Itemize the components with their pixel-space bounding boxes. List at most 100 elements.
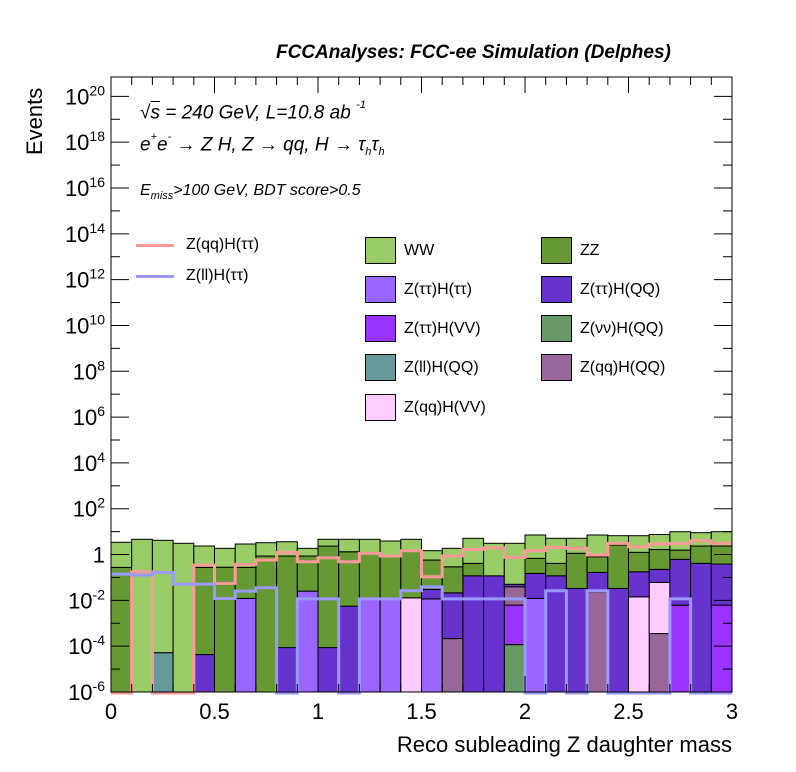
- bar-zz-bin-4: [193, 566, 216, 656]
- legend-item-zllhtautau: Z(ll)H(ττ): [136, 267, 248, 285]
- legend-swatch: [541, 276, 572, 303]
- bar-z-h-qq--bin-10: [317, 647, 340, 693]
- bar-ww-bin-12: [358, 538, 381, 554]
- legend-item-zqq-hqq: Z(qq)H(QQ): [541, 354, 665, 381]
- bar-ww-bin-9: [296, 547, 319, 557]
- bar-z-h-qq--bin-22: [565, 587, 588, 693]
- x-axis-label: Reco subleading Z daughter mass: [396, 732, 732, 757]
- y-tick-label: 1010: [65, 311, 105, 338]
- y-tick-label: 104: [73, 449, 105, 476]
- bar-z-h--bin-12: [358, 598, 381, 693]
- legend-label: Z(qq)H(VV): [404, 398, 486, 416]
- bar-zz-bin-8: [276, 555, 298, 649]
- bar-z-h--bin-9: [296, 590, 319, 693]
- bar-z-qq-h-vv--bin-14: [400, 597, 422, 693]
- y-tick-label: 1014: [65, 220, 105, 247]
- bar-zz-bin-26: [648, 549, 671, 570]
- chart-title: FCCAnalyses: FCC-ee Simulation (Delphes): [276, 42, 671, 63]
- bar-z-h--bin-20: [524, 597, 547, 693]
- legend-label: ZZ: [580, 241, 600, 259]
- bar-z-h-qq--bin-26: [648, 568, 671, 583]
- bar-z-h-qq--bin-18: [483, 575, 505, 693]
- bar-ww-bin-1: [131, 538, 153, 693]
- bar-ww-bin-14: [400, 538, 422, 552]
- bar-ww-bin-5: [214, 547, 236, 568]
- bar-z-qq-h-vv--bin-25: [628, 596, 650, 693]
- legend-item-ztautau-htautau: Z(ττ)H(ττ): [365, 276, 472, 303]
- bar-ww-bin-25: [628, 535, 650, 553]
- bar-z-h--bin-6: [234, 597, 257, 693]
- bar-ww-bin-22: [565, 537, 588, 554]
- lumi-exponent: -1: [356, 99, 366, 111]
- legend-item-ww: WW: [365, 237, 434, 264]
- legend-item-zqq-hvv: Z(qq)H(VV): [365, 394, 486, 421]
- bar-z-h-qq--bin-17: [462, 575, 485, 693]
- legend-swatch: [541, 354, 572, 381]
- process-text: → Z H, Z → qq, H → τ: [171, 134, 366, 156]
- bar-z-h--bin-15: [421, 598, 443, 693]
- legend-item-zz: ZZ: [541, 237, 600, 264]
- bar-z-h-qq--bin-11: [338, 605, 360, 693]
- y-tick-label: 1018: [65, 128, 105, 155]
- y-axis-label: Events: [22, 87, 47, 155]
- bar-ww-bin-27: [669, 531, 692, 551]
- x-tick-label: 2: [519, 699, 531, 724]
- bar-ww-bin-2: [151, 539, 174, 654]
- bar-z-h-qq--bin-29: [710, 563, 733, 606]
- bar-zz-bin-27: [669, 549, 692, 560]
- legend-item-zll-hqq: Z(ll)H(QQ): [365, 354, 479, 381]
- bar-z-h-qq--bin-19: [503, 644, 526, 693]
- bar-zz-bin-12: [358, 552, 381, 600]
- bar-z-h-vv--bin-27: [669, 604, 692, 693]
- legend-swatch: [365, 276, 396, 303]
- y-tick-label: 102: [73, 495, 105, 522]
- bar-z-qq-h-qq--bin-23: [586, 591, 609, 693]
- process-minus: -: [167, 131, 172, 143]
- legend-label: Z(ll)H(ττ): [186, 267, 249, 284]
- x-tick-label: 1.5: [406, 699, 437, 724]
- bar-z-h-qq--bin-24: [607, 587, 629, 693]
- bar-zz-bin-16: [441, 566, 464, 594]
- legend-line-swatch: [136, 243, 174, 247]
- y-tick-label: 10-4: [68, 632, 105, 659]
- bar-ww-bin-15: [421, 550, 443, 561]
- bar-z-h-qq--bin-8: [276, 647, 298, 693]
- bar-zz-bin-22: [565, 552, 588, 589]
- legend-item-ztautau-hqq: Z(ττ)H(QQ): [541, 276, 660, 303]
- selection-e: E: [140, 182, 151, 199]
- legend-swatch: [365, 237, 396, 264]
- bar-zz-bin-20: [524, 557, 547, 574]
- bar-ww-bin-17: [462, 537, 485, 564]
- bar-z-h-vv--bin-19: [503, 604, 526, 646]
- bar-z-h-vv--bin-29: [710, 604, 733, 693]
- legend-line-swatch: [136, 274, 174, 278]
- bar-z-h-qq--bin-4: [193, 654, 216, 693]
- bar-ww-bin-7: [255, 542, 278, 557]
- bar-z-h--bin-13: [379, 598, 402, 693]
- y-tick-label: 10-2: [68, 586, 105, 613]
- selection-text: >100 GeV, BDT score>0.5: [173, 182, 361, 199]
- bar-z-h-qq--bin-20: [524, 572, 547, 599]
- x-tick-label: 2.5: [613, 699, 644, 724]
- bar-ww-bin-13: [379, 540, 402, 556]
- bar-ww-bin-23: [586, 534, 609, 558]
- bar-ww-bin-19: [503, 542, 526, 585]
- sqrt-s: s: [150, 102, 160, 124]
- line-z-ll-h-: [111, 570, 732, 695]
- bar-zz-bin-11: [338, 551, 360, 607]
- y-tick-label: 1: [93, 543, 105, 568]
- line-z-qq-h-: [111, 539, 732, 695]
- bar-zz-bin-0: [110, 566, 133, 693]
- process-e2: e: [157, 134, 168, 156]
- y-tick-label: 1016: [65, 174, 105, 201]
- process-sub1: h: [365, 146, 372, 159]
- x-tick-label: 0.5: [199, 699, 230, 724]
- bar-ww-bin-11: [338, 538, 360, 553]
- legend-label: Z(ττ)H(QQ): [580, 280, 661, 298]
- process-e1: e: [140, 134, 151, 156]
- bar-ww-bin-21: [545, 537, 567, 564]
- legend-label: Z(ττ)H(ττ): [404, 280, 472, 298]
- bar-z-h-qq--bin-15: [421, 588, 443, 600]
- legend-swatch: [365, 315, 396, 342]
